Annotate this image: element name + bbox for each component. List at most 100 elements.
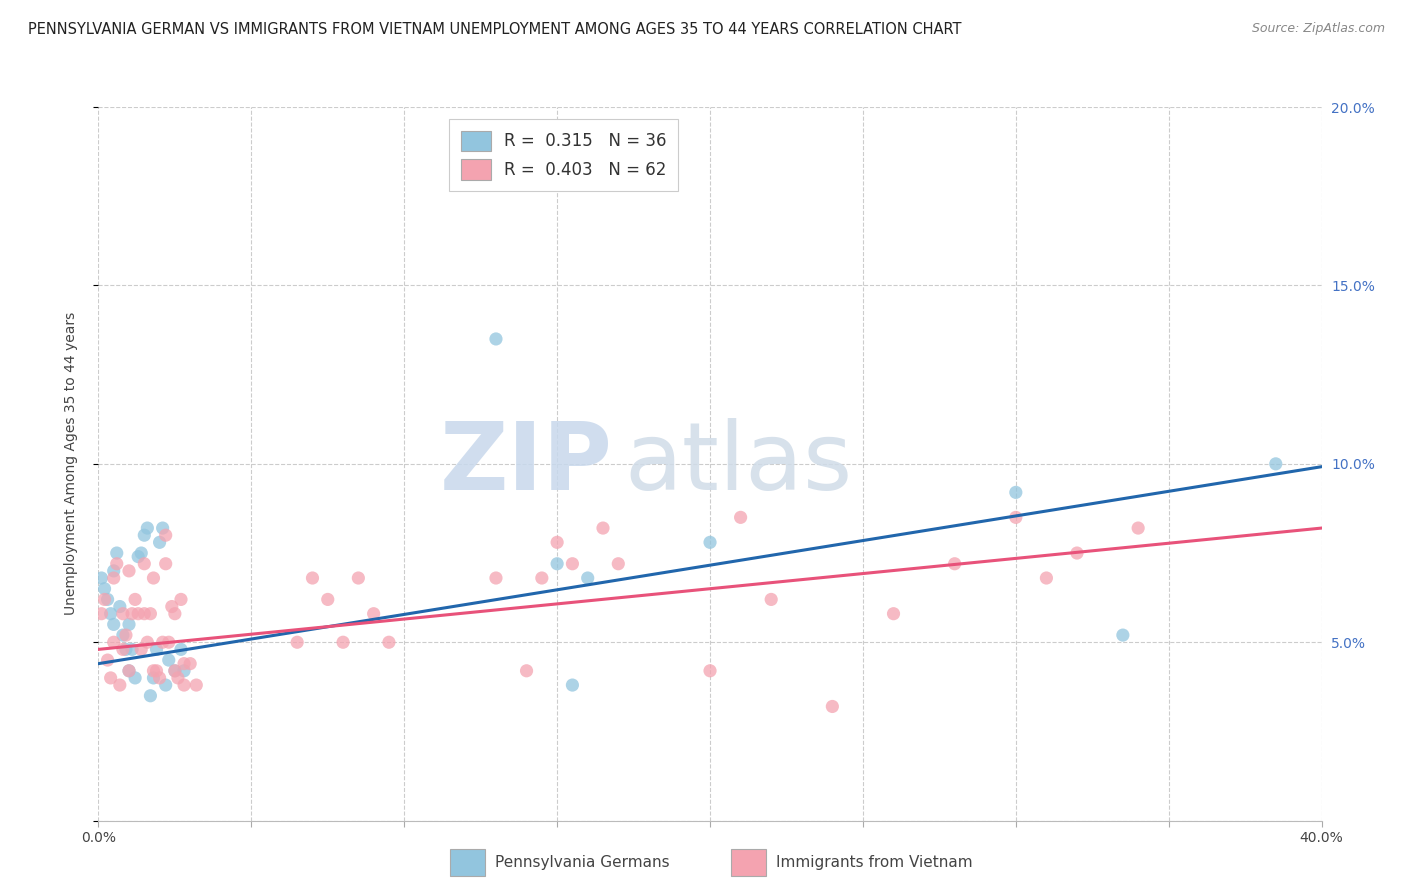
Point xyxy=(118,564,141,578)
Point xyxy=(301,571,323,585)
Text: atlas: atlas xyxy=(624,417,852,510)
Point xyxy=(363,607,385,621)
Point xyxy=(121,642,143,657)
Point xyxy=(129,546,152,560)
Point xyxy=(160,599,183,614)
Point xyxy=(152,521,174,535)
Point xyxy=(1128,521,1150,535)
Point xyxy=(167,671,190,685)
Point xyxy=(378,635,401,649)
Point xyxy=(1264,457,1286,471)
Point xyxy=(170,592,193,607)
Text: PENNSYLVANIA GERMAN VS IMMIGRANTS FROM VIETNAM UNEMPLOYMENT AMONG AGES 35 TO 44 : PENNSYLVANIA GERMAN VS IMMIGRANTS FROM V… xyxy=(28,22,962,37)
Point xyxy=(124,671,146,685)
Text: Pennsylvania Germans: Pennsylvania Germans xyxy=(495,855,669,870)
Point xyxy=(149,535,172,549)
Point xyxy=(103,617,125,632)
Point xyxy=(118,664,141,678)
Point xyxy=(485,332,508,346)
Point xyxy=(1035,571,1057,585)
Point xyxy=(139,607,162,621)
Point xyxy=(90,607,112,621)
Point xyxy=(142,571,165,585)
Point xyxy=(347,571,370,585)
Point xyxy=(90,571,112,585)
Y-axis label: Unemployment Among Ages 35 to 44 years: Unemployment Among Ages 35 to 44 years xyxy=(63,312,77,615)
Text: Source: ZipAtlas.com: Source: ZipAtlas.com xyxy=(1251,22,1385,36)
Point xyxy=(100,607,122,621)
Point xyxy=(142,664,165,678)
Point xyxy=(111,607,134,621)
Point xyxy=(155,678,177,692)
Bar xyxy=(450,849,485,876)
Point xyxy=(316,592,339,607)
Point xyxy=(699,664,721,678)
Point xyxy=(186,678,208,692)
Point xyxy=(332,635,354,649)
Point xyxy=(155,557,177,571)
Point xyxy=(173,678,195,692)
Point xyxy=(124,592,146,607)
Point xyxy=(103,635,125,649)
Point xyxy=(103,564,125,578)
Point xyxy=(134,557,156,571)
Point xyxy=(561,678,583,692)
Point xyxy=(163,664,186,678)
Point xyxy=(118,617,141,632)
Point xyxy=(943,557,966,571)
Bar xyxy=(731,849,766,876)
Point xyxy=(136,635,159,649)
Point xyxy=(592,521,614,535)
Point xyxy=(699,535,721,549)
Point xyxy=(121,607,143,621)
Text: Immigrants from Vietnam: Immigrants from Vietnam xyxy=(776,855,973,870)
Point xyxy=(607,557,630,571)
Point xyxy=(561,557,583,571)
Point xyxy=(530,571,553,585)
Point xyxy=(173,664,195,678)
Point xyxy=(93,592,115,607)
Point xyxy=(170,642,193,657)
Point xyxy=(103,571,125,585)
Point xyxy=(157,653,180,667)
Point xyxy=(145,664,167,678)
Point xyxy=(149,671,172,685)
Legend: R =  0.315   N = 36, R =  0.403   N = 62: R = 0.315 N = 36, R = 0.403 N = 62 xyxy=(450,119,679,191)
Point xyxy=(134,528,156,542)
Point xyxy=(108,599,131,614)
Point xyxy=(883,607,905,621)
Text: ZIP: ZIP xyxy=(439,417,612,510)
Point xyxy=(136,521,159,535)
Point xyxy=(105,546,128,560)
Point xyxy=(134,607,156,621)
Point xyxy=(1004,510,1026,524)
Point xyxy=(97,653,120,667)
Point xyxy=(546,535,568,549)
Point xyxy=(759,592,782,607)
Point xyxy=(157,635,180,649)
Point xyxy=(163,607,186,621)
Point xyxy=(145,642,167,657)
Point xyxy=(485,571,508,585)
Point xyxy=(576,571,599,585)
Point xyxy=(152,635,174,649)
Point xyxy=(730,510,752,524)
Point xyxy=(155,528,177,542)
Point xyxy=(93,582,115,596)
Point xyxy=(105,557,128,571)
Point xyxy=(100,671,122,685)
Point xyxy=(1112,628,1135,642)
Point xyxy=(516,664,538,678)
Point xyxy=(285,635,308,649)
Point xyxy=(115,642,138,657)
Point xyxy=(163,664,186,678)
Point xyxy=(1066,546,1088,560)
Point xyxy=(97,592,120,607)
Point xyxy=(546,557,568,571)
Point xyxy=(173,657,195,671)
Point xyxy=(118,664,141,678)
Point xyxy=(115,628,138,642)
Point xyxy=(111,628,134,642)
Point xyxy=(821,699,844,714)
Point xyxy=(1004,485,1026,500)
